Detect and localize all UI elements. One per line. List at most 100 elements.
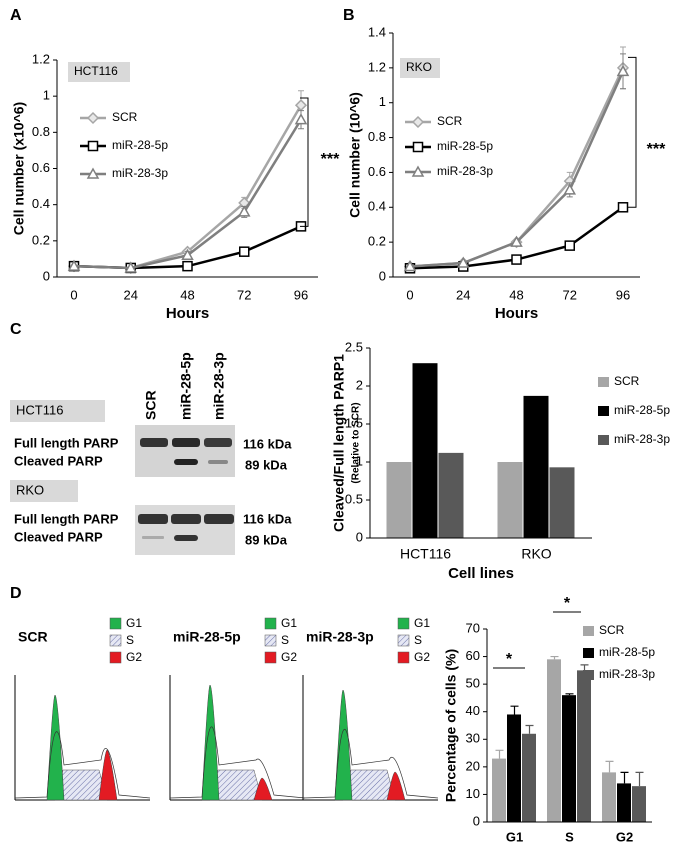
- data-point: [294, 99, 308, 112]
- data-point: [616, 64, 630, 77]
- band-size: 116 kDa: [243, 436, 292, 451]
- x-tick-label: 96: [616, 287, 630, 302]
- bar: [497, 462, 523, 538]
- y-tick-label: 0.4: [32, 196, 50, 211]
- band-name: Cleaved PARP: [14, 529, 103, 544]
- y-tick-label: 0.5: [345, 491, 363, 506]
- legend-marker: [411, 115, 425, 129]
- data-point: [182, 260, 193, 272]
- legend-label: miR-28-3p: [437, 164, 493, 178]
- panel-letter: B: [343, 7, 355, 24]
- flow-legend-label: S: [414, 633, 422, 647]
- flow-legend-swatch: [397, 617, 410, 630]
- x-tick-label: 72: [237, 287, 251, 302]
- lane-label: miR-28-3p: [211, 352, 227, 420]
- panel-letter: C: [10, 321, 22, 338]
- legend-label: miR-28-5p: [437, 139, 493, 153]
- legend-label: miR-28-3p: [599, 667, 655, 681]
- bar: [577, 670, 591, 822]
- flow-outline: [302, 729, 439, 799]
- blot-image: [135, 425, 235, 477]
- x-tick-label: 24: [124, 287, 138, 302]
- error-bar: [580, 664, 589, 671]
- error-bar: [605, 760, 614, 773]
- y-tick-label: 1.4: [368, 24, 386, 39]
- significance-label: *: [564, 595, 571, 612]
- data-point: [124, 261, 138, 273]
- y-axis-title: Cleaved/Full length PARP1: [331, 354, 347, 532]
- box-label-bg: [400, 58, 440, 78]
- y-tick-label: 1.2: [368, 59, 386, 74]
- lane-label: miR-28-5p: [178, 352, 194, 420]
- blot-band: [140, 438, 168, 447]
- legend-marker: [86, 111, 100, 125]
- legend-marker: [412, 141, 424, 153]
- y-tick-label: 1: [356, 453, 363, 468]
- legend-label: SCR: [614, 374, 640, 388]
- legend-label: miR-28-5p: [112, 138, 168, 152]
- data-point: [403, 259, 417, 272]
- y-axis-title: Cell number (x10^6): [11, 102, 27, 235]
- flow-g2-peak: [386, 771, 406, 801]
- bar: [412, 363, 438, 538]
- flow-legend-swatch: [397, 651, 410, 664]
- x-tick-label: 48: [509, 287, 523, 302]
- legend-label: SCR: [437, 114, 463, 128]
- y-tick-label: 1.5: [345, 415, 363, 430]
- error-bar: [495, 749, 504, 759]
- y-tick-label: 0.2: [368, 234, 386, 249]
- error-bar: [620, 771, 629, 784]
- bar: [522, 733, 536, 822]
- flow-legend-label: G1: [414, 616, 430, 630]
- flow-outline: [14, 731, 151, 799]
- legend-marker: [87, 140, 99, 152]
- data-point: [564, 240, 575, 251]
- error-bar: [635, 771, 644, 787]
- data-point: [239, 246, 250, 257]
- y-tick-label: 20: [466, 758, 480, 773]
- band-size: 89 kDa: [245, 532, 288, 547]
- x-axis-title: Hours: [495, 305, 538, 322]
- flow-legend-label: G2: [126, 650, 142, 664]
- x-tick-label: 24: [456, 287, 470, 302]
- significance-bracket: [300, 97, 309, 227]
- legend-swatch: [598, 406, 609, 416]
- flow-legend-label: G2: [414, 650, 430, 664]
- lane-label: SCR: [143, 390, 159, 420]
- legend-marker: [411, 165, 425, 177]
- band-name: Cleaved PARP: [14, 453, 103, 468]
- x-tick-label: 72: [563, 287, 577, 302]
- legend-label: miR-28-5p: [599, 645, 655, 659]
- bar: [602, 772, 616, 822]
- data-point: [510, 235, 523, 247]
- bar: [617, 783, 631, 822]
- y-tick-label: 0.8: [32, 124, 50, 139]
- flow-legend-label: G2: [281, 650, 297, 664]
- y-tick-label: 0.8: [368, 129, 386, 144]
- y-tick-label: 1.2: [32, 51, 50, 66]
- legend-marker: [86, 167, 100, 179]
- significance-label: ***: [321, 151, 340, 168]
- panel-letter: A: [10, 7, 22, 24]
- flow-legend-swatch: [264, 634, 277, 647]
- data-point: [237, 205, 251, 217]
- band-name: Full length PARP: [14, 511, 119, 526]
- x-tick-label: G1: [506, 829, 523, 844]
- blot-image: [135, 505, 235, 555]
- legend-swatch: [598, 435, 609, 445]
- flow-legend-swatch: [109, 617, 122, 630]
- flow-title: miR-28-5p: [173, 629, 241, 645]
- data-point: [181, 248, 194, 261]
- x-tick-label: 48: [180, 287, 194, 302]
- blot-band: [172, 438, 200, 447]
- legend-label: miR-28-3p: [112, 166, 168, 180]
- x-axis-title: Cell lines: [448, 565, 514, 582]
- flow-legend-swatch: [109, 651, 122, 664]
- y-tick-label: 0: [473, 813, 480, 828]
- x-tick-label: 0: [70, 287, 77, 302]
- flow-legend-swatch: [264, 617, 277, 630]
- blot-band: [138, 514, 168, 524]
- blot-band: [174, 535, 198, 541]
- x-tick-label: S: [565, 829, 574, 844]
